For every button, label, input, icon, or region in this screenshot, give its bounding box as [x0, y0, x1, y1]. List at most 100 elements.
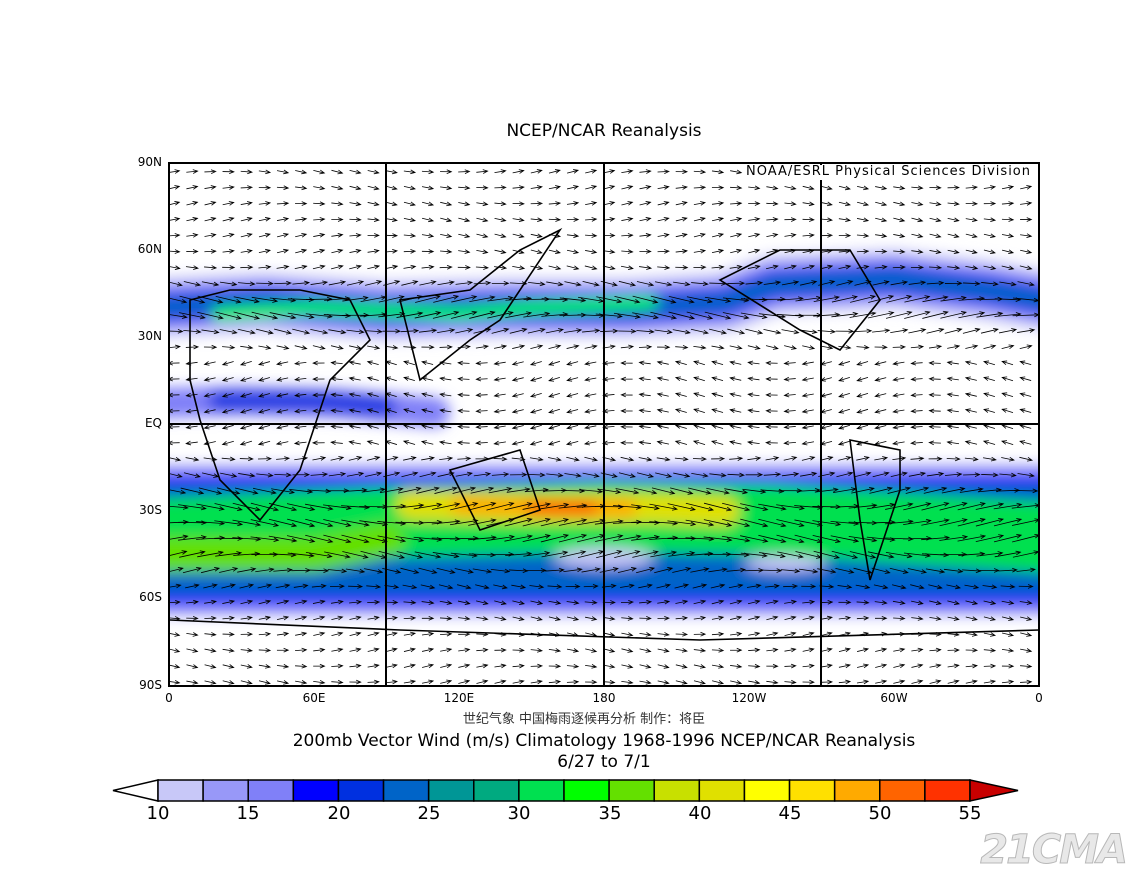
wind-arrow: [748, 615, 761, 621]
wind-arrow: [869, 486, 893, 494]
wind-arrow: [1001, 217, 1015, 222]
wind-arrow: [530, 600, 544, 605]
wind-arrow: [286, 535, 316, 543]
wind-arrow: [672, 329, 691, 335]
wind-arrow: [1019, 265, 1033, 271]
wind-arrow: [349, 248, 362, 254]
wind-arrow: [240, 185, 254, 190]
wind-arrow: [367, 233, 380, 238]
wind-arrow: [649, 503, 678, 511]
wind-arrow: [546, 472, 564, 478]
wind-arrow: [258, 647, 272, 653]
wind-arrow: [505, 311, 533, 319]
wind-arrow: [838, 185, 851, 191]
wind-arrow: [385, 233, 399, 238]
wind-arrow: [747, 424, 760, 430]
wind-arrow: [902, 536, 932, 541]
wind-arrow: [440, 679, 453, 685]
wind-arrow: [706, 487, 730, 495]
wind-arrow: [494, 647, 507, 653]
wind-arrow: [820, 679, 834, 685]
wind-arrow: [709, 472, 727, 478]
wind-arrow: [784, 599, 798, 605]
wind-arrow: [886, 295, 913, 303]
lon-tick: 120E: [443, 691, 475, 705]
wind-arrow: [585, 169, 598, 174]
wind-arrow: [638, 424, 651, 430]
wind-arrow: [875, 631, 888, 637]
wind-arrow: [692, 440, 706, 445]
wind-arrow: [820, 631, 833, 637]
wind-arrow: [385, 647, 398, 653]
wind-arrow: [505, 296, 533, 301]
wind-arrow: [874, 615, 888, 621]
wind-arrow: [169, 473, 183, 478]
wind-arrow: [910, 424, 923, 430]
wind-arrow: [874, 456, 889, 461]
wind-arrow: [204, 664, 217, 669]
wind-arrow: [186, 233, 199, 238]
wind-arrow: [1020, 201, 1033, 206]
wind-arrow: [470, 486, 495, 494]
wind-arrow: [237, 567, 257, 573]
wind-arrow: [197, 295, 224, 304]
wind-arrow: [440, 631, 453, 637]
wind-arrow: [856, 249, 870, 254]
wind-arrow: [421, 392, 434, 397]
wind-arrow: [179, 550, 206, 558]
wind-arrow: [458, 616, 471, 621]
wind-arrow: [693, 408, 705, 414]
wind-arrow: [686, 311, 714, 320]
wind-arrow: [276, 169, 290, 175]
wind-arrow: [367, 345, 381, 350]
wind-arrow: [275, 440, 289, 446]
wind-arrow: [784, 663, 797, 669]
wind-arrow: [957, 502, 986, 511]
wind-arrow: [748, 185, 761, 191]
wind-arrow: [529, 456, 544, 462]
wind-arrow: [957, 534, 987, 542]
wind-arrow: [675, 249, 688, 254]
wind-arrow: [169, 648, 181, 653]
wind-arrow: [451, 310, 478, 319]
wind-arrow: [801, 440, 815, 446]
wind-arrow: [638, 344, 653, 350]
wind-arrow: [439, 456, 454, 461]
wind-arrow: [258, 201, 272, 206]
wind-arrow: [486, 518, 515, 527]
wind-arrow: [784, 233, 797, 238]
wind-arrow: [583, 583, 599, 589]
wind-arrow: [730, 631, 743, 637]
wind-arrow: [313, 169, 326, 175]
wind-arrow: [367, 647, 380, 653]
wind-arrow: [508, 568, 529, 574]
wind-arrow: [711, 615, 725, 621]
wind-arrow: [367, 185, 380, 191]
wind-arrow: [965, 217, 978, 223]
wind-arrow: [711, 345, 725, 350]
wind-arrow: [221, 440, 234, 446]
wind-arrow: [432, 552, 460, 559]
wind-arrow: [639, 680, 652, 685]
wind-arrow: [837, 440, 851, 446]
wind-arrow: [384, 360, 397, 366]
wind-arrow: [329, 583, 345, 589]
wind-arrow: [504, 502, 533, 511]
wind-arrow: [566, 361, 579, 366]
wind-arrow: [875, 201, 888, 207]
wind-arrow: [693, 248, 707, 254]
wind-arrow: [457, 392, 470, 398]
wind-arrow: [596, 550, 623, 559]
wind-arrow: [185, 265, 199, 270]
wind-arrow: [965, 663, 978, 669]
wind-arrow: [947, 217, 960, 223]
wind-arrow: [348, 456, 363, 461]
wind-arrow: [638, 360, 651, 366]
wind-arrow: [414, 551, 442, 559]
wind-arrow: [980, 327, 999, 334]
wind-arrow: [674, 456, 689, 462]
wind-arrow: [893, 663, 906, 669]
wind-arrow: [657, 615, 670, 621]
wind-arrow: [169, 201, 181, 206]
wind-arrow: [614, 550, 641, 559]
